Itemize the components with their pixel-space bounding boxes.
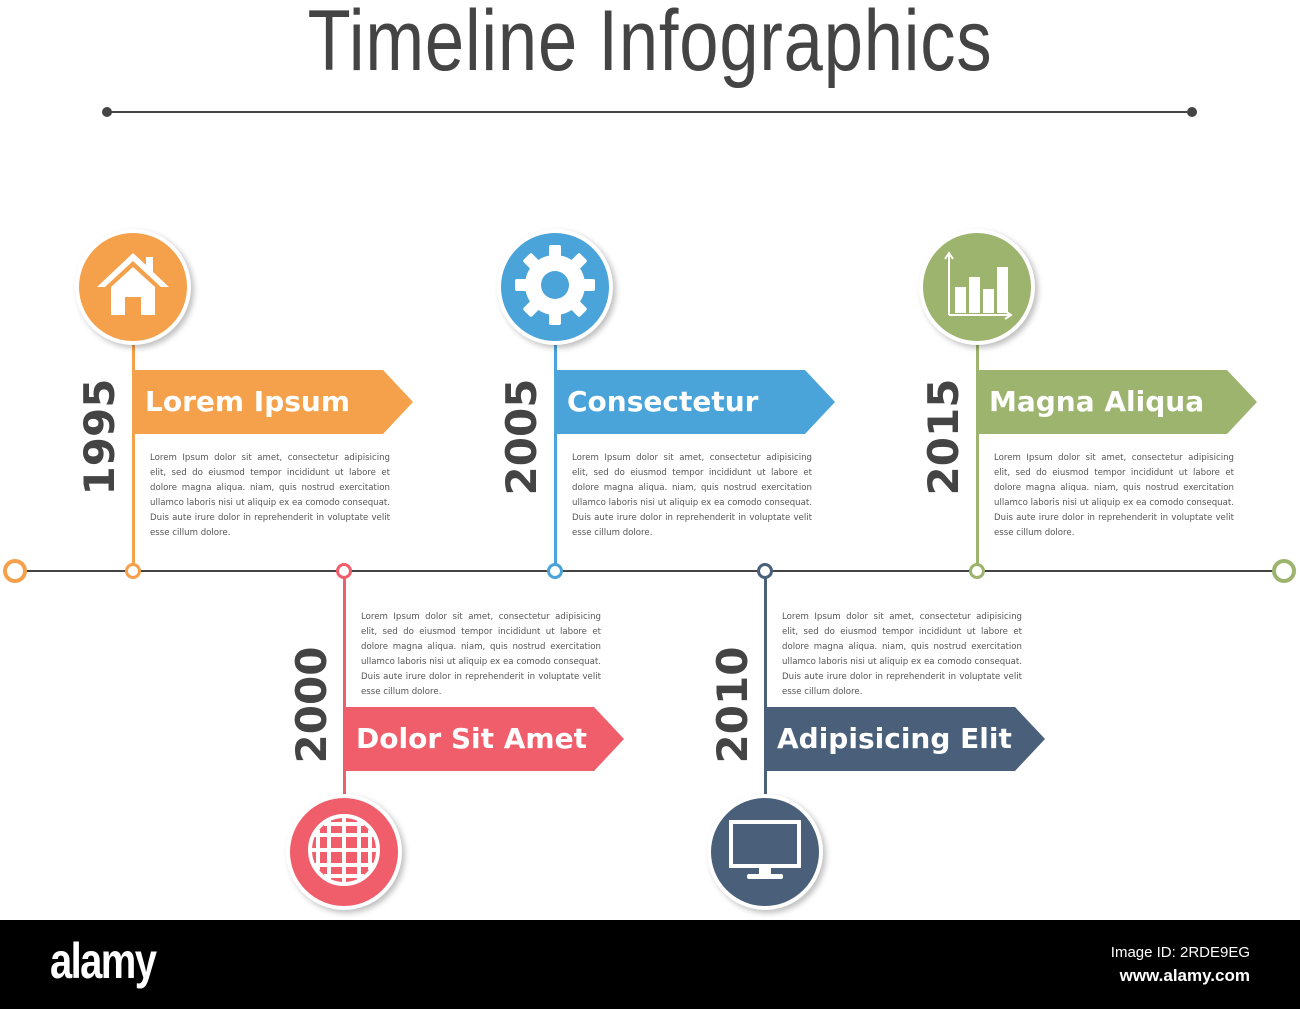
monitor-icon [723, 808, 807, 896]
description-2015: Lorem Ipsum dolor sit amet, consectetur … [994, 453, 1234, 538]
page-title: Timeline Infographics [307, 0, 993, 89]
gear-icon [513, 243, 597, 331]
year-label-2015: 2015 [919, 378, 968, 496]
divider-dot-right [1187, 107, 1197, 117]
timeline-node-1995 [125, 563, 141, 579]
icon-circle-1995 [75, 229, 191, 345]
divider-dot-left [102, 107, 112, 117]
banner-2000: Dolor Sit Amet [344, 707, 624, 771]
bar-chart-icon [935, 243, 1019, 331]
icon-circle-2000 [286, 794, 402, 910]
timeline-axis [15, 570, 1284, 572]
timeline-end-left [3, 559, 27, 583]
image-id: Image ID: 2RDE9EG [1110, 944, 1250, 961]
globe-icon [302, 808, 386, 896]
footer-logo: alamy [50, 933, 157, 989]
title-divider [107, 111, 1192, 113]
timeline-end-right [1272, 559, 1296, 583]
timeline-node-2000 [336, 563, 352, 579]
year-label-2010: 2010 [708, 646, 757, 764]
year-label-2005: 2005 [497, 378, 546, 496]
footer-bar: alamy Image ID: 2RDE9EG www.alamy.com [0, 920, 1300, 1009]
description-2005: Lorem Ipsum dolor sit amet, consectetur … [572, 453, 812, 538]
timeline-node-2010 [757, 563, 773, 579]
house-icon [91, 243, 175, 331]
stem-2015 [976, 340, 979, 564]
icon-circle-2015 [919, 229, 1035, 345]
banner-2010: Adipisicing Elit [765, 707, 1045, 771]
year-label-2000: 2000 [287, 646, 336, 764]
footer-url: www.alamy.com [1119, 966, 1250, 985]
stem-1995 [132, 340, 135, 564]
stem-2010 [764, 578, 767, 798]
stem-2005 [554, 340, 557, 564]
banner-1995: Lorem Ipsum [133, 370, 413, 434]
year-label-1995: 1995 [75, 378, 124, 496]
banner-2005: Consectetur [555, 370, 835, 434]
stem-2000 [343, 578, 346, 798]
description-2010: Lorem Ipsum dolor sit amet, consectetur … [782, 612, 1022, 697]
timeline-node-2015 [969, 563, 985, 579]
banner-2015: Magna Aliqua [977, 370, 1257, 434]
timeline-node-2005 [547, 563, 563, 579]
icon-circle-2010 [707, 794, 823, 910]
description-2000: Lorem Ipsum dolor sit amet, consectetur … [361, 612, 601, 697]
description-1995: Lorem Ipsum dolor sit amet, consectetur … [150, 453, 390, 538]
icon-circle-2005 [497, 229, 613, 345]
